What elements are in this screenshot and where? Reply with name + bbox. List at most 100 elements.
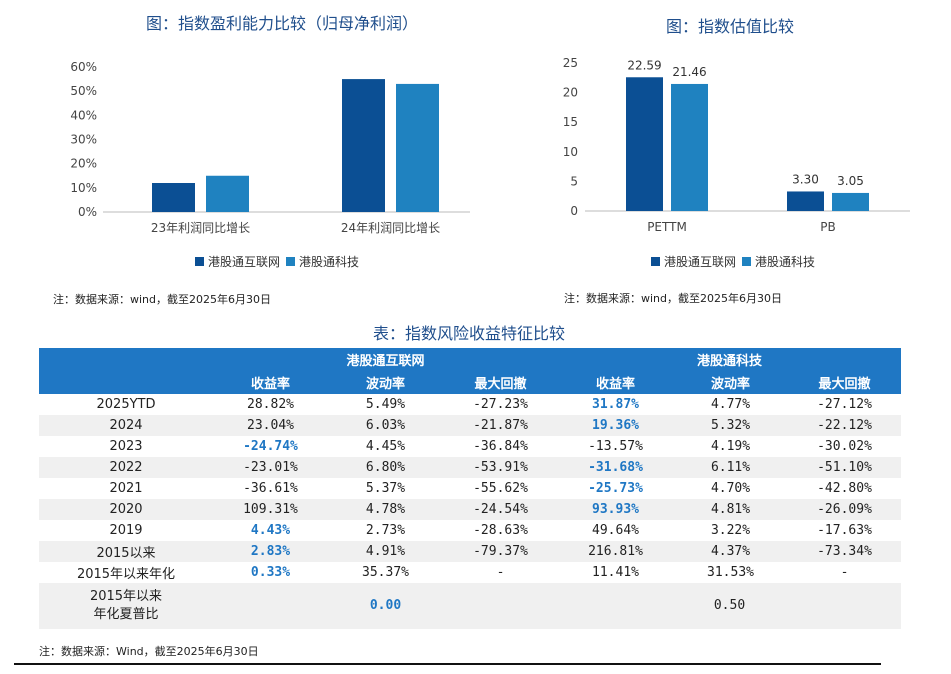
y-tick-label: 5 [570, 174, 578, 188]
y-tick-label: 50% [70, 84, 97, 98]
column-header: 波动率 [673, 371, 789, 394]
row-label: 2019 [39, 520, 213, 541]
group-header-internet: 港股通互联网 [213, 348, 559, 371]
table-row: 2024 23.04% 6.03% -21.87% 19.36% 5.32% -22.12% [39, 415, 902, 436]
table-cell: 4.81% [673, 499, 789, 520]
category-label: PETTM [647, 220, 687, 234]
table-cell: 5.32% [673, 415, 789, 436]
table-cell: 5.49% [328, 394, 443, 415]
y-tick-label: 30% [70, 133, 97, 147]
table-cell: 11.41% [558, 562, 674, 583]
chart2-title: 图：指数估值比较 [666, 17, 795, 36]
group-header-tech: 港股通科技 [558, 348, 902, 371]
table-cell: 19.36% [558, 415, 674, 436]
y-tick-label: 20% [70, 157, 97, 171]
table-cell: 4.91% [328, 541, 443, 562]
bar [152, 183, 195, 212]
table-cell: 4.19% [673, 436, 789, 457]
row-label: 2023 [39, 436, 213, 457]
table-cell: -55.62% [443, 478, 559, 499]
row-label: 2020 [39, 499, 213, 520]
table-cell: 28.82% [213, 394, 328, 415]
y-tick-label: 40% [70, 108, 97, 122]
y-tick-label: 10 [563, 145, 578, 159]
table-cell: 23.04% [213, 415, 328, 436]
table-cell: -36.84% [443, 436, 559, 457]
category-label: PB [820, 220, 835, 234]
table-column-header-row: 收益率 波动率 最大回撤 收益率 波动率 最大回撤 [39, 371, 902, 394]
row-label: 2024 [39, 415, 213, 436]
table-cell: 216.81% [558, 541, 674, 562]
legend-swatch-internet [195, 257, 204, 266]
column-header: 最大回撤 [788, 371, 902, 394]
table-cell: 4.70% [673, 478, 789, 499]
table-cell: 109.31% [213, 499, 328, 520]
table-row: 2015以来 2.83% 4.91% -79.37% 216.81% 4.37% -73.3… [39, 541, 902, 562]
sharpe-value: 0.00 [213, 583, 559, 629]
bar [671, 83, 708, 211]
table-cell: 4.77% [673, 394, 789, 415]
risk-return-table: 港股通互联网 港股通科技 收益率 波动率 最大回撤 收益率 波动率 最大回撤 2025YT… [39, 348, 902, 629]
y-tick-label: 0% [78, 205, 97, 219]
column-header: 最大回撤 [443, 371, 559, 394]
table-cell: 2.83% [213, 541, 328, 562]
table-row: 2023 -24.74% 4.45% -36.84% -13.57% 4.19% -30.0… [39, 436, 902, 457]
table-cell: -27.12% [788, 394, 902, 415]
table-cell: -21.87% [443, 415, 559, 436]
table-cell: -31.68% [558, 457, 674, 478]
table-cell: 6.11% [673, 457, 789, 478]
bar [787, 191, 824, 211]
table-cell: -28.63% [443, 520, 559, 541]
table-cell: 0.33% [213, 562, 328, 583]
category-label: 23年利润同比增长 [151, 221, 250, 235]
table-cell: 4.78% [328, 499, 443, 520]
column-header: 收益率 [213, 371, 328, 394]
bar [396, 83, 439, 213]
table-cell: -26.09% [788, 499, 902, 520]
table-cell: -24.54% [443, 499, 559, 520]
row-label: 2021 [39, 478, 213, 499]
sharpe-value: 0.50 [558, 583, 902, 629]
y-tick-label: 60% [70, 60, 97, 74]
table-cell: 6.80% [328, 457, 443, 478]
table-row: 2025YTD 28.82% 5.49% -27.23% 31.87% 4.77% -27.… [39, 394, 902, 415]
data-label: 21.46 [672, 65, 706, 79]
table-group-header-row: 港股通互联网 港股通科技 [39, 348, 902, 371]
legend-label-tech: 港股通科技 [755, 255, 816, 269]
table-cell: 3.22% [673, 520, 789, 541]
row-label: 2025YTD [39, 394, 213, 415]
legend-label-internet: 港股通互联网 [208, 255, 281, 269]
table-cell: 4.37% [673, 541, 789, 562]
table-cell: -79.37% [443, 541, 559, 562]
table-cell: -73.34% [788, 541, 902, 562]
table-cell: -42.80% [788, 478, 902, 499]
table-cell: -22.12% [788, 415, 902, 436]
row-label: 2022 [39, 457, 213, 478]
chart1-title: 图：指数盈利能力比较（归母净利润） [146, 14, 419, 33]
table-row: 2021 -36.61% 5.37% -55.62% -25.73% 4.70% -42.8… [39, 478, 902, 499]
row-label: 2015年以来 年化夏普比 [39, 583, 213, 629]
chart2-source-note: 注：数据来源：wind，截至2025年6月30日 [564, 292, 782, 305]
bar [206, 175, 249, 212]
row-label: 2015年以来年化 [39, 562, 213, 583]
y-tick-label: 15 [563, 115, 578, 129]
table-cell: - [788, 562, 902, 583]
table-cell: -30.02% [788, 436, 902, 457]
table-cell: -53.91% [443, 457, 559, 478]
data-label: 22.59 [627, 58, 661, 72]
legend-label-tech: 港股通科技 [299, 255, 360, 269]
y-tick-label: 0 [570, 204, 578, 218]
chart2-legend: 港股通互联网 港股通科技 [651, 253, 815, 270]
table-row: 2020 109.31% 4.78% -24.54% 93.93% 4.81% -26.09… [39, 499, 902, 520]
table-cell: -25.73% [558, 478, 674, 499]
table-row: 2015年以来年化 0.33% 35.37% -11.41% 31.53% - [39, 562, 902, 583]
category-label: 24年利润同比增长 [341, 221, 440, 235]
bar [832, 192, 869, 211]
chart1-legend: 港股通互联网 港股通科技 [195, 253, 359, 270]
table-cell: 93.93% [558, 499, 674, 520]
chart1-svg: 0% 10% 20% 30% 40% 50% 60% 23年利润同比增长 24年利润同比增长 [70, 60, 470, 235]
table-cell: 2.73% [328, 520, 443, 541]
table-cell: 6.03% [328, 415, 443, 436]
table-cell: 35.37% [328, 562, 443, 583]
legend-swatch-tech [286, 257, 296, 266]
